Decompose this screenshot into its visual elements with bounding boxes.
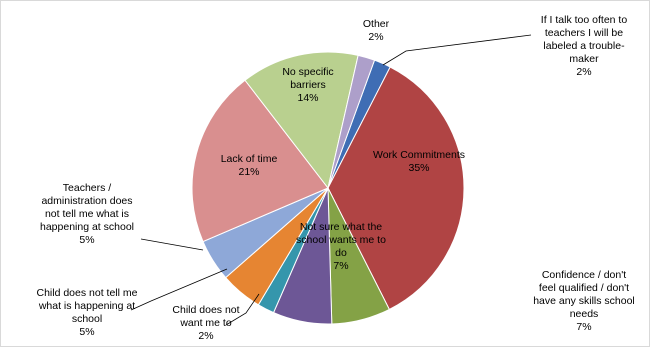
slice-name-label: have any skills school [533,295,635,307]
slice-name-label: No specific [282,66,333,78]
slice-name-label: Other [363,18,390,30]
slice-label: Child does not tell me what is happening … [37,287,138,338]
slice-label: Confidence / don't feel qualified / don't… [533,269,635,333]
slice-name-label: Lack of time [221,153,278,165]
pie-slice [327,54,376,189]
slice-value-label: 7% [333,260,348,272]
slice-name-label: labeled a trouble- [543,40,625,52]
slice-name-label: needs [570,308,599,320]
pie-slice [244,51,359,190]
slice-name-label: teachers I will be [545,27,623,39]
pie-slice [327,66,465,311]
slice-label: Not sure what the school wants me to do 7% [296,221,386,272]
slice-label: Child does not want me to 2% [172,304,239,342]
slice-value-label: 5% [79,234,94,246]
slice-name-label: Child does not tell me [37,287,138,299]
slice-name-label: maker [569,53,599,65]
slice-name-label: feel qualified / don't [539,282,629,294]
leader-line [225,293,260,326]
slice-label: No specific barriers 14% [282,66,333,104]
slice-name-label: If I talk too often to [541,14,628,26]
slice-value-label: 7% [576,321,591,333]
slice-value-label: 21% [238,166,259,178]
slice-name-label: not tell me what is [45,208,129,220]
slice-name-label: what is happening at [38,300,135,312]
slice-name-label: school wants me to [296,234,386,246]
pie-slice [191,79,329,243]
slice-label: Teachers / administration does not tell me… [40,182,134,246]
slice-name-label: Child does not [172,304,239,316]
slice-name-label: do [335,247,347,259]
slice-name-label: Confidence / don't [542,269,626,281]
leader-line [382,34,532,66]
slice-label: Other 2% [363,18,390,43]
slice-value-label: 5% [79,326,94,338]
slice-value-label: 2% [368,31,383,43]
slice-value-label: 2% [576,66,591,78]
slice-value-label: 2% [198,330,213,342]
slice-name-label: barriers [290,79,326,91]
slice-value-label: 35% [408,162,429,174]
slice-label: If I talk too often to teachers I will be… [541,14,628,78]
slice-name-label: Work Commitments [373,149,465,161]
leader-line [140,238,204,251]
slice-value-label: 14% [297,92,318,104]
slice-name-label: Teachers / [63,182,112,194]
slice-label: Work Commitments 35% [373,149,465,174]
slice-name-label: administration does [41,195,132,207]
leader-line [130,268,228,311]
slice-name-label: Not sure what the [300,221,382,233]
slice-label: Lack of time 21% [221,153,278,178]
slice-name-label: school [72,313,102,325]
slice-name-label: want me to [179,317,232,329]
slice-name-label: happening at school [40,221,134,233]
